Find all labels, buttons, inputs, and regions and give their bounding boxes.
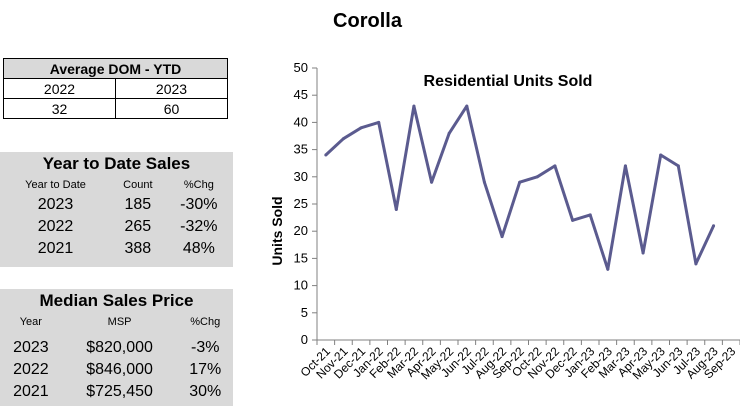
y-tick-label: 25: [294, 196, 308, 211]
msp-chg: -3%: [190, 339, 220, 356]
y-tick-label: 40: [294, 114, 308, 129]
ytd-count: 388: [124, 240, 152, 257]
y-tick-label: 20: [294, 223, 308, 238]
msp-chg: 17%: [189, 361, 222, 378]
series-line-units-sold: [324, 104, 715, 271]
ytd-count: 265: [124, 218, 152, 235]
data-point: [571, 218, 575, 222]
table-row: 2023 185 -30%: [0, 194, 233, 216]
data-point: [447, 131, 451, 135]
median-price-box: Median Sales Price Year MSP %Chg 2023 $8…: [0, 289, 233, 406]
chart-title: Residential Units Sold: [424, 73, 593, 90]
msp-header-year: Year: [19, 316, 42, 328]
data-point: [359, 126, 363, 130]
table-row: 2023 $820,000 -3%: [0, 337, 233, 359]
data-point: [588, 213, 592, 217]
table-row: 2021 $725,450 30%: [0, 381, 233, 403]
ytd-sales-box: Year to Date Sales Year to Date Count %C…: [0, 152, 233, 267]
dom-value-2023: 60: [114, 98, 229, 119]
data-point: [641, 251, 645, 255]
y-axis-label: Units Sold: [269, 196, 285, 265]
data-point: [694, 262, 698, 266]
msp-chg: 30%: [189, 383, 222, 400]
y-tick-label: 0: [301, 332, 308, 347]
data-point: [553, 164, 557, 168]
ytd-header-chg: %Chg: [183, 179, 214, 191]
ytd-chg: -32%: [180, 218, 218, 235]
dom-value-2022: 32: [3, 98, 116, 119]
data-point: [535, 175, 539, 179]
data-point: [676, 164, 680, 168]
ytd-year: 2021: [37, 240, 74, 257]
median-price-table: Year MSP %Chg 2023 $820,000 -3% 2022 $84…: [0, 313, 233, 403]
msp-price: $820,000: [86, 339, 153, 356]
data-point: [500, 235, 504, 239]
msp-header-chg: %Chg: [190, 316, 221, 328]
chart-svg: Residential Units Sold Units Sold 0 5 10 15…: [269, 60, 741, 382]
ytd-count: 185: [124, 196, 152, 213]
y-tick-label: 30: [294, 169, 308, 184]
data-point: [623, 164, 627, 168]
y-tick-label: 15: [294, 250, 308, 265]
ytd-chg: -30%: [180, 196, 218, 213]
table-row: 2021 388 48%: [0, 238, 233, 260]
ytd-header-year: Year to Date: [25, 179, 86, 191]
page-title: Corolla: [333, 10, 402, 32]
average-dom-table: Average DOM - YTD 2022 2023 32 60: [3, 58, 229, 119]
msp-year: 2023: [13, 339, 49, 356]
dom-year-2022: 2022: [3, 78, 116, 99]
ytd-sales-title: Year to Date Sales: [42, 154, 191, 173]
data-point: [465, 104, 469, 108]
ytd-chg: 48%: [182, 240, 215, 257]
data-point: [394, 207, 398, 211]
y-tick-label: 35: [294, 142, 308, 157]
data-point: [606, 267, 610, 271]
data-point: [377, 120, 381, 124]
data-point: [712, 224, 716, 228]
data-point: [482, 180, 486, 184]
table-row: 2022 $846,000 17%: [0, 359, 233, 381]
ytd-sales-table: Year to Date Count %Chg 2023 185 -30% 20…: [0, 176, 233, 260]
y-tick-label: 45: [294, 87, 308, 102]
msp-price: $846,000: [86, 361, 153, 378]
ytd-year: 2022: [37, 218, 74, 235]
data-point: [430, 180, 434, 184]
ytd-year: 2023: [37, 196, 74, 213]
ytd-header-count: Count: [123, 179, 153, 191]
data-point: [341, 137, 345, 141]
msp-year: 2022: [13, 361, 49, 378]
dom-table-title: Average DOM - YTD: [3, 58, 228, 79]
median-price-title: Median Sales Price: [39, 291, 194, 310]
data-point: [518, 180, 522, 184]
dom-year-2023: 2023: [114, 78, 229, 99]
msp-header-msp: MSP: [107, 316, 132, 328]
y-tick-label: 10: [294, 278, 308, 293]
y-tick-label: 5: [301, 305, 308, 320]
y-tick-label: 50: [294, 60, 308, 75]
data-point: [324, 153, 328, 157]
data-point: [412, 104, 416, 108]
data-point: [659, 153, 663, 157]
table-row: 2022 265 -32%: [0, 216, 233, 238]
msp-price: $725,450: [86, 383, 153, 400]
units-sold-chart: Residential Units Sold Units Sold 0 5 10 15…: [262, 55, 741, 412]
msp-year: 2021: [13, 383, 49, 400]
